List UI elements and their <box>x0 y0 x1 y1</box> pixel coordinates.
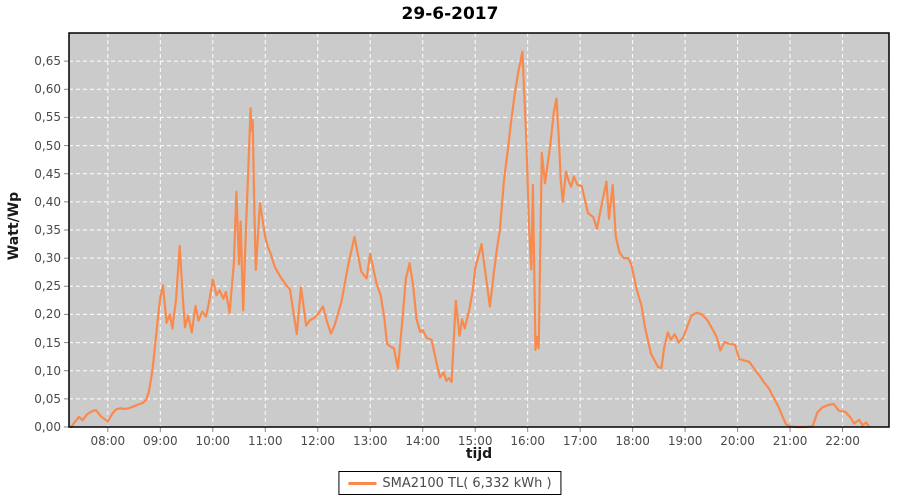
y-tick-label: 0,60 <box>34 82 61 97</box>
y-tick-label: 0,65 <box>34 54 61 69</box>
x-tick-label: 11:00 <box>247 434 283 448</box>
x-tick-label: 13:00 <box>352 434 388 448</box>
x-tick-label: 19:00 <box>667 434 703 448</box>
x-tick-label: 15:00 <box>457 434 493 448</box>
x-tick-label: 17:00 <box>562 434 598 448</box>
plot-border <box>68 32 890 428</box>
x-axis-title: tijd <box>465 446 493 462</box>
y-tick-label: 0,00 <box>34 420 61 434</box>
x-tick-label: 18:00 <box>615 434 650 448</box>
x-tick-label: 14:00 <box>405 434 440 448</box>
x-tick-label: 10:00 <box>195 434 231 448</box>
y-tick-label: 0,50 <box>34 138 61 153</box>
x-tick-label: 08:00 <box>90 434 126 448</box>
y-tick-label: 0,25 <box>34 279 61 294</box>
x-tick-label: 16:00 <box>510 434 545 448</box>
legend-label: SMA2100 TL( 6,332 kWh ) <box>382 475 552 491</box>
y-tick-label: 0,40 <box>34 194 61 209</box>
x-tick-label: 20:00 <box>720 434 755 448</box>
series-line <box>69 50 870 429</box>
x-tick-label: 22:00 <box>825 434 860 448</box>
y-tick-label: 0,10 <box>34 363 61 378</box>
x-tick-label: 12:00 <box>300 434 336 448</box>
legend-line-swatch <box>348 481 377 485</box>
x-tick-label: 21:00 <box>772 434 808 448</box>
y-tick-label: 0,55 <box>34 110 61 125</box>
legend: SMA2100 TL( 6,332 kWh ) <box>338 471 562 495</box>
chart-title: 29-6-2017 <box>401 4 499 24</box>
x-tick-label: 09:00 <box>143 434 178 448</box>
y-tick-label: 0,20 <box>34 307 61 322</box>
y-tick-label: 0,05 <box>34 391 61 406</box>
y-tick-label: 0,15 <box>34 335 61 350</box>
y-tick-label: 0,35 <box>34 223 61 237</box>
y-tick-label: 0,45 <box>34 166 61 181</box>
y-tick-label: 0,30 <box>34 251 61 266</box>
